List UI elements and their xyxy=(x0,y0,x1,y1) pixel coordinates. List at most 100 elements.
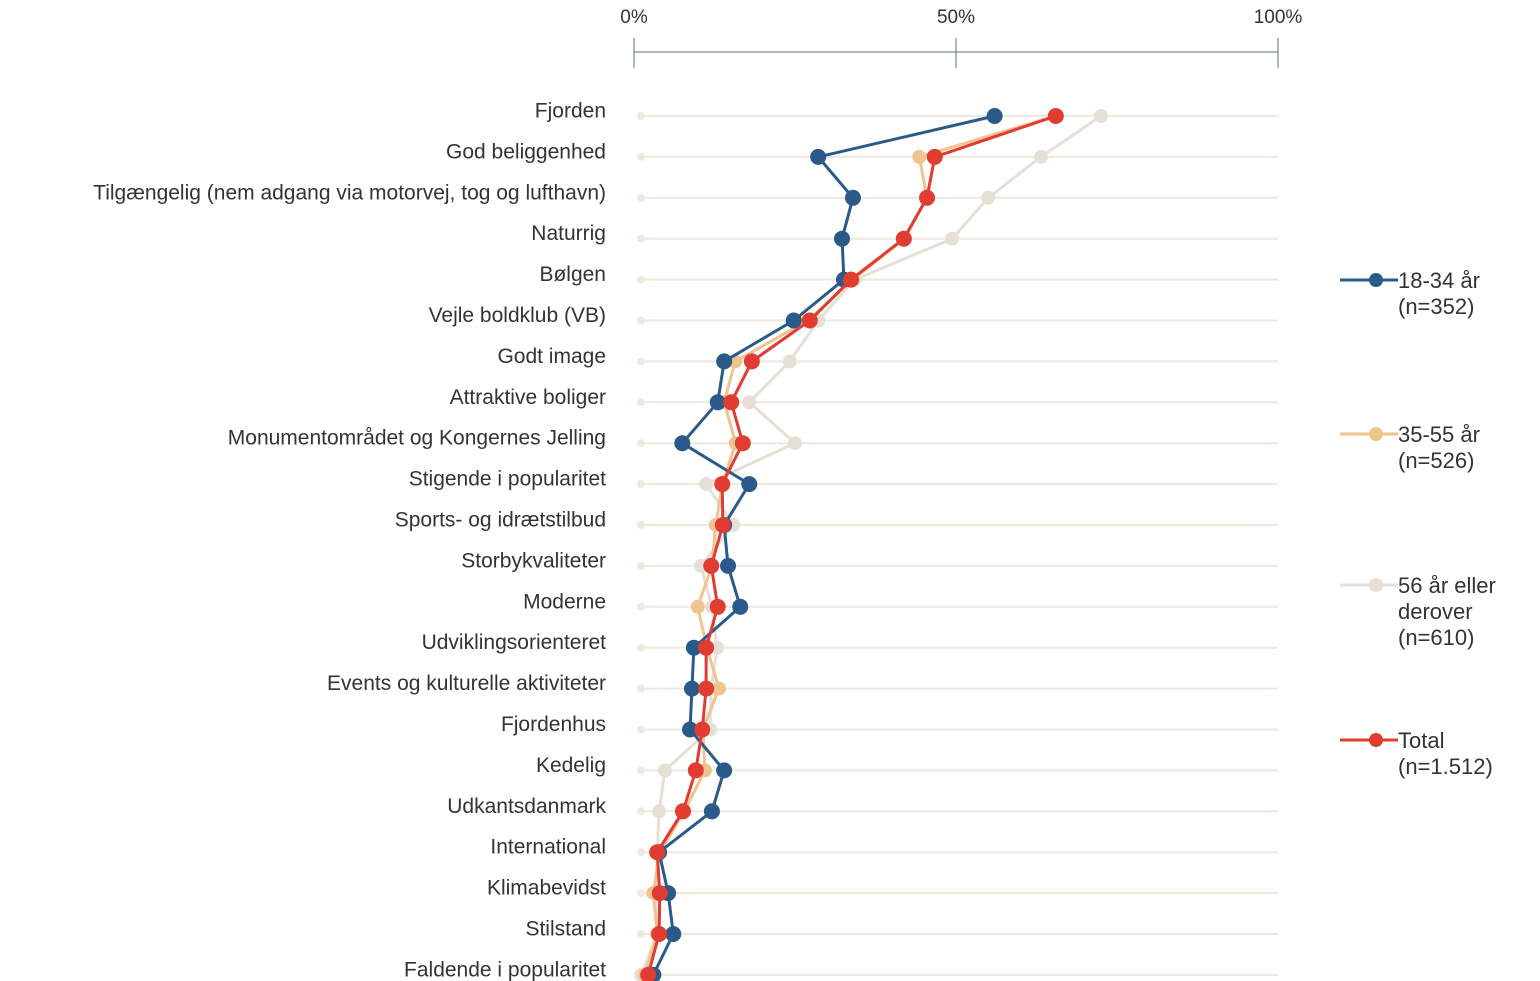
row-dot xyxy=(637,684,645,693)
data-point xyxy=(743,353,760,370)
data-point xyxy=(649,844,666,861)
row-dot xyxy=(637,357,645,366)
data-point xyxy=(651,926,668,942)
data-point xyxy=(640,966,657,981)
category-label: Faldende i popularitet xyxy=(404,958,606,981)
data-point xyxy=(665,926,682,942)
category-label: International xyxy=(490,836,606,859)
series xyxy=(640,108,1064,981)
category-label: Kedelig xyxy=(536,754,606,777)
data-point xyxy=(844,189,861,206)
x-tick-label: 0% xyxy=(620,7,648,28)
category-label: Tilgængelig (nem adgang via motorvej, to… xyxy=(93,181,606,204)
legend-item: 18-34 år (n=352) xyxy=(1340,268,1526,320)
category-label: Vejle boldklub (VB) xyxy=(429,304,606,327)
data-point xyxy=(699,477,714,492)
data-point xyxy=(674,435,691,452)
series-line xyxy=(646,114,1057,976)
category-label: Bølgen xyxy=(539,263,606,286)
data-point xyxy=(720,557,737,574)
data-point xyxy=(912,149,927,164)
row-dot xyxy=(637,561,645,570)
data-point xyxy=(834,230,851,247)
data-point xyxy=(926,148,943,165)
data-point xyxy=(682,721,699,738)
data-point xyxy=(651,885,668,902)
row-dot xyxy=(637,152,645,161)
category-label: Events og kulturelle aktiviteter xyxy=(327,672,606,695)
data-point xyxy=(1034,149,1049,164)
row-dot xyxy=(637,316,645,325)
row-dot xyxy=(637,602,645,611)
data-point xyxy=(1093,109,1108,123)
category-label: Moderne xyxy=(523,590,606,613)
data-point xyxy=(714,517,731,533)
category-label: Klimabevidst xyxy=(487,877,606,900)
row-dot xyxy=(637,930,645,938)
data-point xyxy=(683,680,700,697)
data-point xyxy=(734,435,751,452)
data-point xyxy=(709,394,726,411)
data-point xyxy=(732,598,749,615)
category-label: Attraktive boliger xyxy=(450,386,606,409)
series-line xyxy=(651,114,995,976)
data-point xyxy=(843,271,860,288)
category-label: Naturrig xyxy=(531,222,606,245)
category-label: Stigende i popularitet xyxy=(409,468,606,491)
data-point xyxy=(716,353,733,370)
series xyxy=(637,109,1063,981)
data-point xyxy=(712,681,727,696)
legend-item: Total (n=1.512) xyxy=(1340,728,1526,780)
data-point xyxy=(782,354,797,369)
data-point xyxy=(694,721,711,738)
data-point xyxy=(690,599,705,614)
row-dot xyxy=(637,725,645,734)
data-point xyxy=(703,557,720,574)
data-point xyxy=(801,312,818,329)
category-label: God beliggenhed xyxy=(446,140,606,163)
row-dot xyxy=(637,848,645,857)
row-dot xyxy=(637,112,645,120)
data-point xyxy=(981,190,996,205)
data-point xyxy=(741,476,758,493)
row-dot xyxy=(637,193,645,202)
data-point xyxy=(714,476,731,493)
row-dot xyxy=(637,398,645,407)
legend-item: 35-55 år (n=526) xyxy=(1340,422,1526,474)
x-tick-label: 100% xyxy=(1254,7,1303,28)
category-label: Monumentområdet og Kongernes Jelling xyxy=(228,427,606,450)
data-point xyxy=(703,803,720,820)
category-label: Fjordenhus xyxy=(501,713,606,736)
row-dot xyxy=(637,766,645,775)
series-line xyxy=(639,114,1102,976)
data-point xyxy=(709,598,726,615)
category-label: Fjorden xyxy=(535,100,606,123)
category-label: Sports- og idrætstilbud xyxy=(395,509,606,532)
data-point xyxy=(785,312,802,329)
legend-label: Total (n=1.512) xyxy=(1398,728,1493,779)
data-point xyxy=(674,803,691,820)
data-point xyxy=(1047,108,1064,124)
row-dot xyxy=(637,275,645,284)
data-point xyxy=(657,763,672,778)
data-point xyxy=(810,148,827,165)
category-label: Stilstand xyxy=(525,918,606,941)
legend-marker xyxy=(1340,578,1398,592)
row-dot xyxy=(637,643,645,652)
series xyxy=(645,108,1003,981)
category-label: Udviklingsorienteret xyxy=(422,631,607,654)
legend-marker xyxy=(1340,427,1398,441)
legend-marker xyxy=(1340,273,1398,287)
legend-marker xyxy=(1340,733,1398,747)
series-line xyxy=(643,114,1056,976)
data-point xyxy=(723,394,740,411)
legend-label: 35-55 år (n=526) xyxy=(1398,422,1480,473)
row-dot xyxy=(637,439,645,448)
data-point xyxy=(710,640,725,655)
x-tick-label: 50% xyxy=(937,7,975,28)
row-dot xyxy=(637,521,645,529)
data-point xyxy=(919,189,936,206)
data-point xyxy=(945,231,960,246)
